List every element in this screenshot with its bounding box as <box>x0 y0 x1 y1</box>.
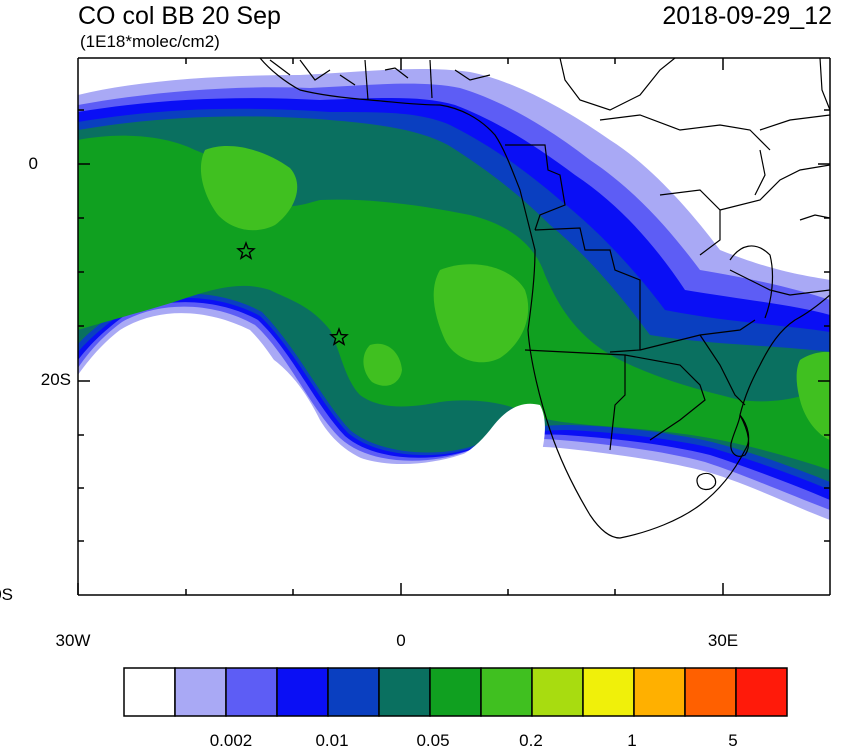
plume-level-7c <box>363 343 402 386</box>
lon-label-30w: 30W <box>55 631 91 650</box>
colorbar-swatch <box>225 667 278 717</box>
colorbar-swatch <box>480 667 533 717</box>
lat-label-40s: 40S <box>0 585 13 604</box>
colorbar-swatch <box>378 667 431 717</box>
colorbar-label-4: 1 <box>627 731 637 750</box>
clean-air-tongue <box>78 337 830 595</box>
colorbar-label-2: 0.05 <box>416 731 450 750</box>
datetime-label: 2018-09-29_12 <box>662 2 832 30</box>
lat-label-20s: 20S <box>40 370 71 389</box>
colorbar-label-0: 0.002 <box>209 731 253 750</box>
colorbar-swatch <box>531 667 584 717</box>
plume-level-7b <box>433 264 529 363</box>
colorbar-swatch <box>633 667 686 717</box>
frame-ticks <box>77 57 831 596</box>
site-star-2 <box>329 327 349 346</box>
colorbar-swatch <box>429 667 482 717</box>
map-title: CO col BB 20 Sep <box>78 2 281 30</box>
plume-layers <box>78 58 830 595</box>
colorbar <box>123 667 788 717</box>
plume-level-7d <box>796 351 830 440</box>
colorbar-swatch <box>123 667 176 717</box>
lon-label-0: 0 <box>396 631 406 650</box>
colorbar-swatch <box>174 667 227 717</box>
units-label: (1E18*molec/cm2) <box>80 32 220 51</box>
colorbar-label-5: 5 <box>728 731 738 750</box>
colorbar-swatch <box>327 667 380 717</box>
colorbar-swatch <box>684 667 737 717</box>
colorbar-label-1: 0.01 <box>315 731 349 750</box>
colorbar-swatch <box>276 667 329 717</box>
plume-level-7a <box>200 146 298 231</box>
colorbar-label-3: 0.2 <box>519 731 543 750</box>
colorbar-swatch <box>582 667 635 717</box>
site-star-1 <box>236 241 256 260</box>
lat-label-0: 0 <box>28 154 38 173</box>
colorbar-swatch <box>735 667 788 717</box>
coastlines <box>259 58 830 539</box>
lon-label-30e: 30E <box>707 631 739 650</box>
